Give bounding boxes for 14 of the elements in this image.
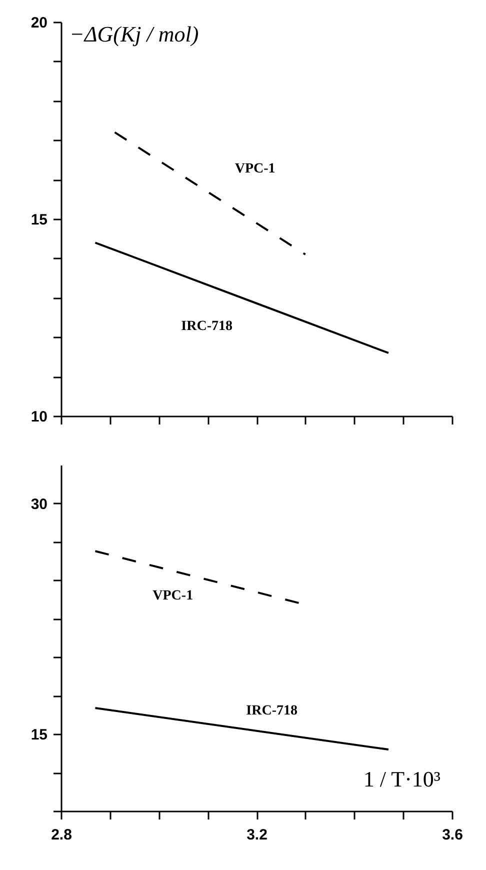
x-axis-title: 1 / T·10³	[363, 766, 441, 792]
y-axis-title: −ΔG(Kj / mol)	[70, 22, 199, 46]
series-label: VPC-1	[152, 588, 194, 604]
y-tick-label: 15	[30, 212, 48, 228]
series-label: IRC-718	[246, 704, 298, 719]
x-tick-label: 2.8	[51, 826, 72, 844]
x-tick-label: 3.6	[442, 826, 463, 844]
series-label: VPC-1	[234, 161, 276, 176]
x-tick-label: 3.2	[246, 826, 268, 844]
y-tick-label: 30	[30, 496, 48, 513]
y-tick-label: 20	[30, 14, 48, 32]
y-tick-label: 10	[30, 408, 48, 426]
series-label: IRC-718	[181, 318, 233, 334]
y-tick-label: 15	[30, 726, 48, 744]
